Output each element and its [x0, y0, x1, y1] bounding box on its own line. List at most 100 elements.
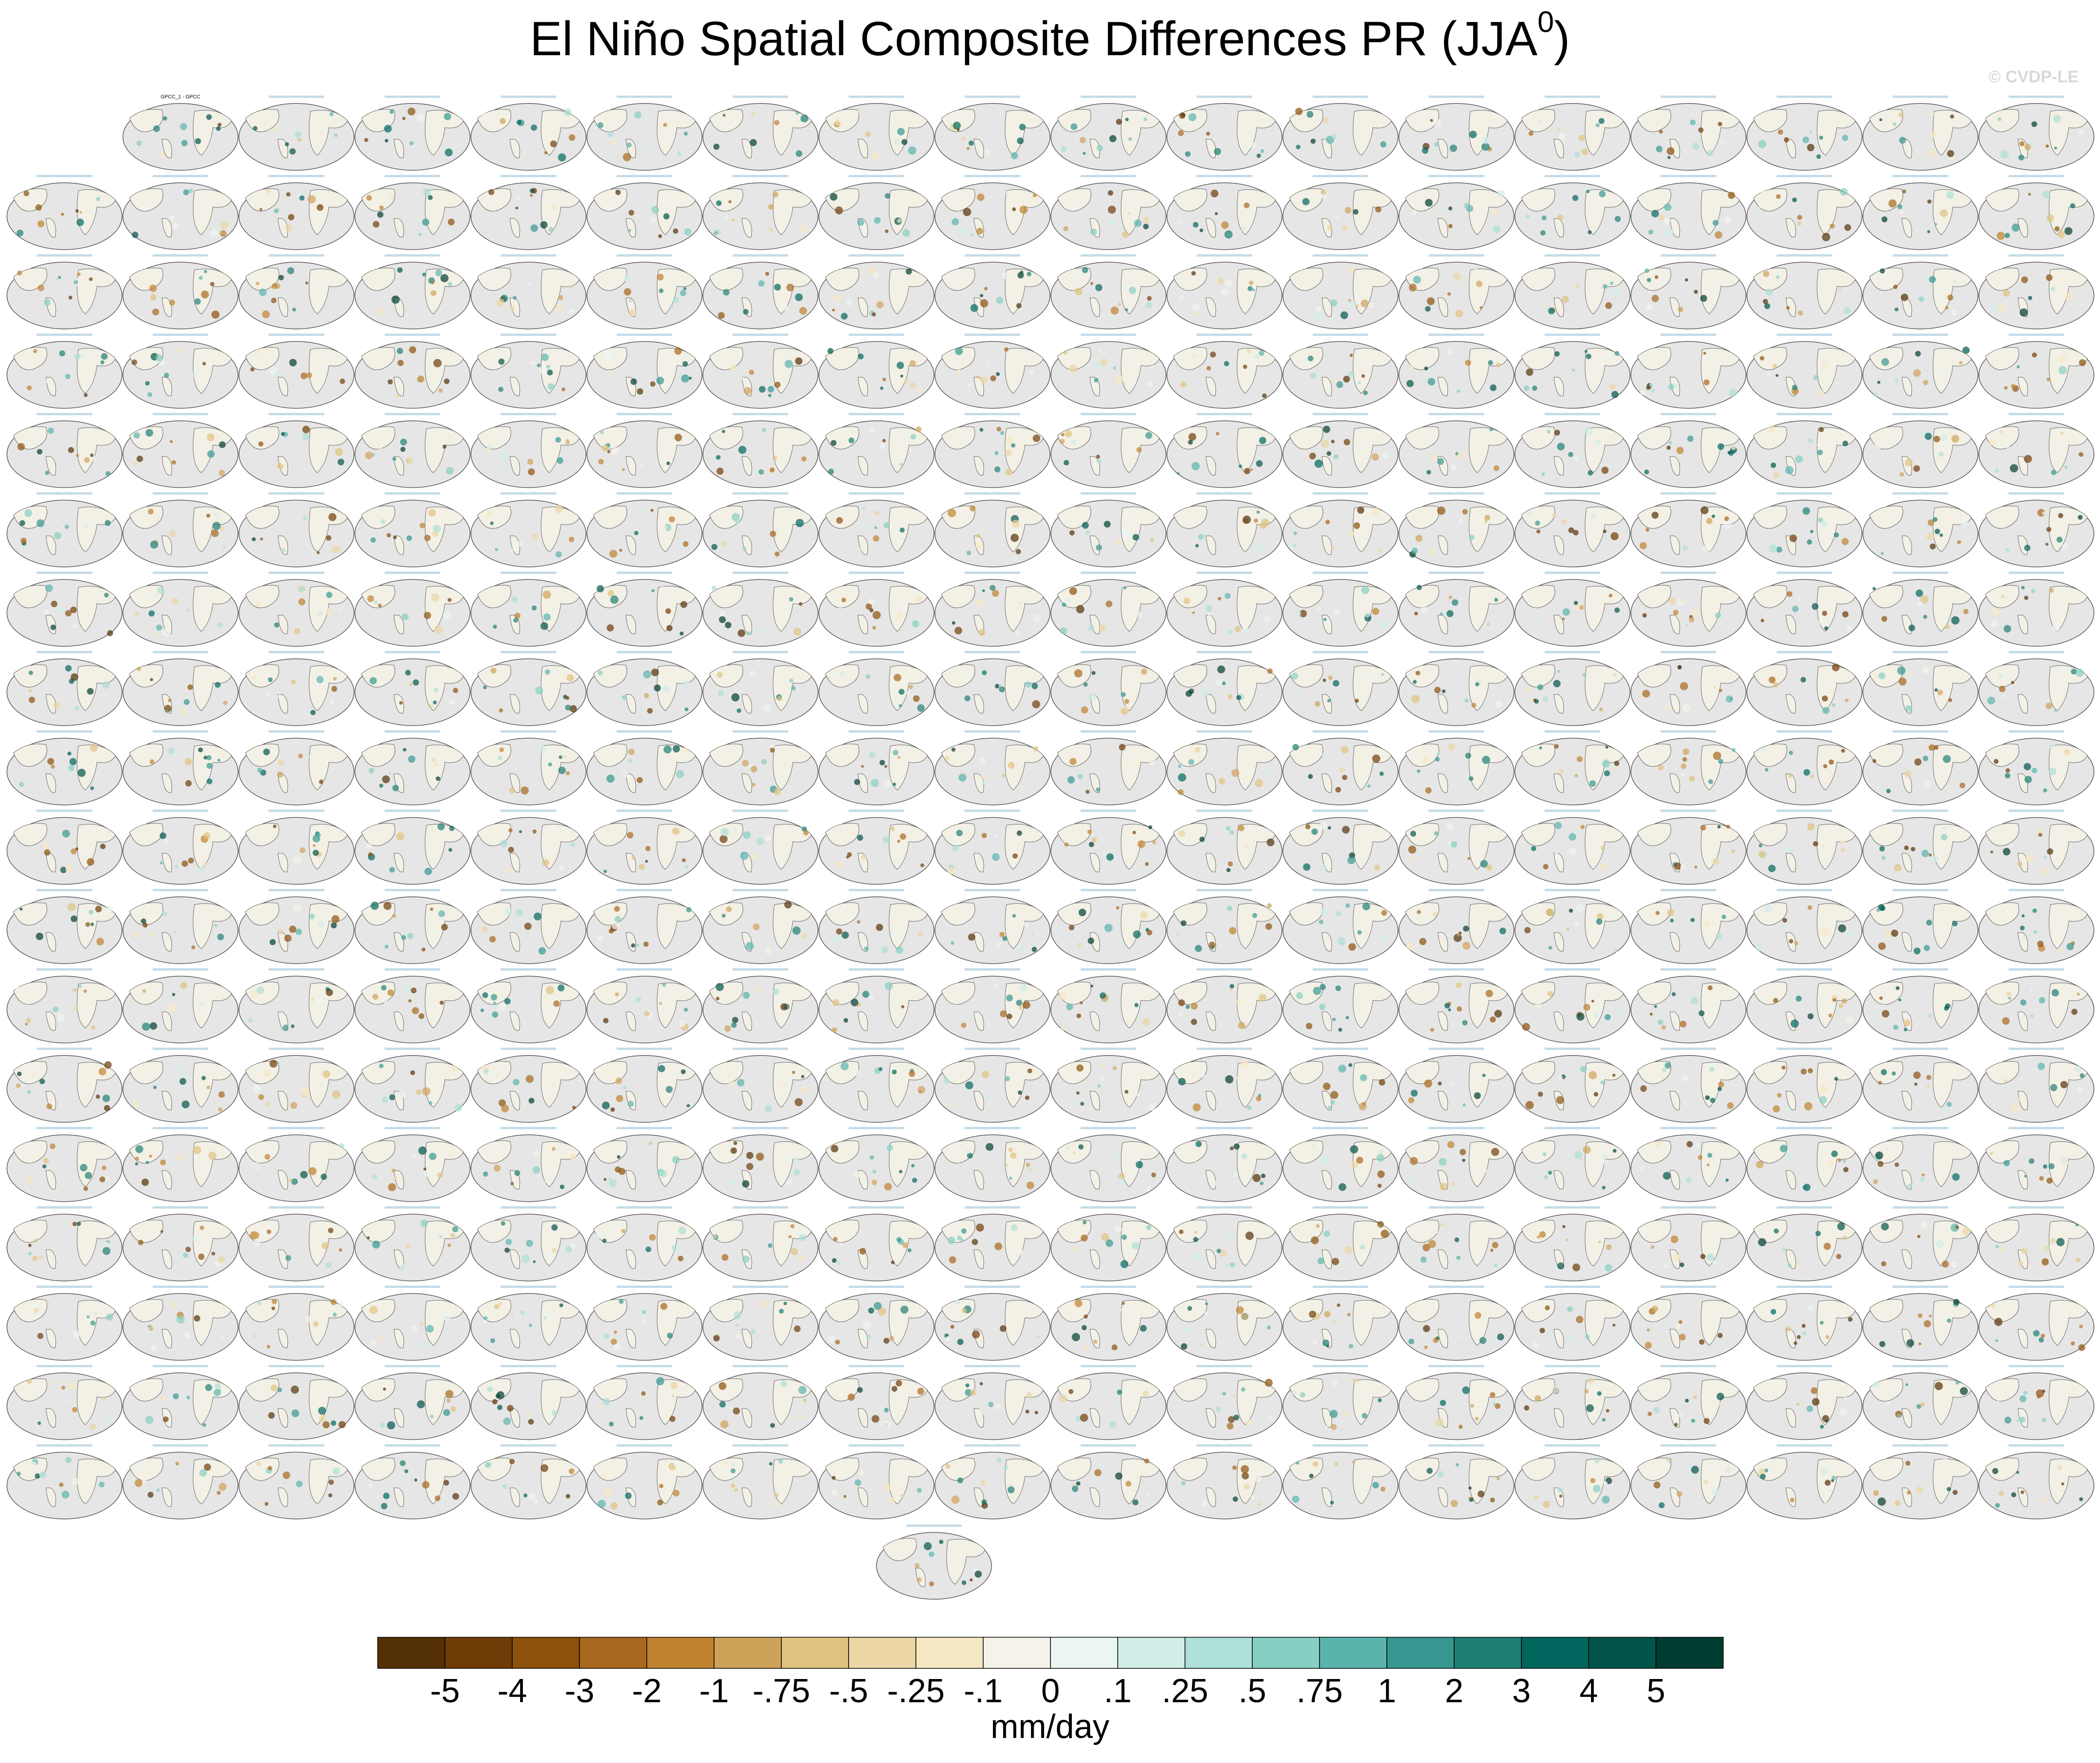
map-panel [586, 254, 702, 329]
anomaly-blob [734, 1488, 738, 1492]
anomaly-blob [1715, 612, 1721, 618]
map-panel [1282, 492, 1398, 567]
anomaly-blob [1016, 549, 1021, 554]
anomaly-blob [1648, 229, 1654, 235]
anomaly-blob [1676, 447, 1684, 454]
land [477, 823, 580, 872]
anomaly-blob [1558, 769, 1564, 775]
anomaly-blob [2058, 354, 2067, 363]
anomaly-blob [557, 984, 565, 991]
anomaly-blob [543, 1316, 547, 1319]
anomaly-blob [328, 1493, 333, 1498]
anomaly-blob [185, 758, 192, 766]
anomaly-blob [1345, 207, 1352, 214]
anomaly-blob [743, 386, 752, 395]
anomaly-blob [1446, 610, 1454, 618]
anomaly-blob [222, 545, 226, 549]
anomaly-blob [1017, 830, 1022, 836]
anomaly-blob [326, 989, 333, 996]
anomaly-blob [1333, 609, 1340, 616]
anomaly-blob [1253, 1473, 1262, 1482]
anomaly-blob [1323, 1230, 1330, 1237]
anomaly-blob [207, 433, 215, 441]
land [825, 585, 928, 634]
anomaly-blob [438, 388, 443, 393]
map-panel [1282, 889, 1398, 964]
anomaly-blob [320, 352, 324, 357]
anomaly-blob [162, 628, 171, 637]
anomaly-blob [1822, 611, 1828, 616]
anomaly-blob [1793, 1341, 1797, 1345]
anomaly-blob [446, 467, 454, 475]
land [1521, 347, 1624, 396]
anomaly-blob [407, 933, 413, 939]
anomaly-blob [1224, 593, 1231, 599]
anomaly-blob [160, 1159, 166, 1165]
anomaly-blob [81, 354, 85, 358]
anomaly-blob [1322, 678, 1327, 682]
map-panel [1862, 1286, 1978, 1361]
anomaly-blob [1843, 1396, 1847, 1400]
anomaly-blob [749, 369, 754, 375]
anomaly-blob [1083, 682, 1088, 687]
panel-title-placeholder [269, 492, 324, 495]
anomaly-blob [1354, 698, 1359, 703]
anomaly-blob [1082, 521, 1089, 529]
anomaly-blob [450, 1406, 456, 1412]
anomaly-blob [1078, 1144, 1084, 1150]
anomaly-blob [992, 590, 999, 597]
anomaly-blob [1346, 1016, 1349, 1019]
anomaly-blob [328, 513, 337, 521]
anomaly-blob [392, 785, 399, 791]
anomaly-blob [1006, 1013, 1012, 1019]
anomaly-blob [1771, 463, 1776, 468]
anomaly-blob [298, 753, 303, 759]
land [709, 743, 812, 793]
anomaly-blob [1464, 203, 1469, 208]
anomaly-blob [996, 372, 1000, 376]
anomaly-blob [1243, 202, 1250, 208]
anomaly-blob [788, 1235, 792, 1239]
anomaly-blob [501, 1094, 504, 1098]
land [1521, 188, 1624, 238]
anomaly-blob [419, 1013, 425, 1019]
anomaly-blob [73, 280, 78, 284]
anomaly-blob [285, 1255, 291, 1261]
anomaly-blob [1372, 507, 1380, 515]
anomaly-blob [381, 985, 387, 991]
land [825, 902, 928, 952]
anomaly-blob [682, 361, 688, 367]
anomaly-blob [1235, 1000, 1241, 1005]
anomaly-blob [505, 907, 513, 916]
anomaly-blob [1243, 515, 1251, 524]
panel-title-placeholder [1197, 413, 1252, 415]
anomaly-blob [282, 437, 285, 440]
anomaly-blob [1080, 1101, 1084, 1106]
colorbar-label: 2 [1445, 1673, 1463, 1710]
map-panel [238, 1286, 354, 1361]
anomaly-blob [448, 848, 452, 852]
anomaly-blob [1188, 433, 1197, 441]
anomaly-blob [961, 136, 966, 141]
anomaly-blob [1548, 946, 1552, 950]
anomaly-blob [1962, 347, 1970, 354]
anomaly-blob [1916, 1404, 1921, 1409]
anomaly-blob [746, 1163, 754, 1170]
anomaly-blob [1422, 1323, 1425, 1326]
panel-title-placeholder [153, 1048, 208, 1050]
map-panel [1630, 572, 1746, 647]
map-panel [1166, 254, 1282, 329]
anomaly-blob [857, 920, 860, 924]
anomaly-blob [1306, 111, 1314, 118]
anomaly-blob [1605, 302, 1612, 309]
anomaly-blob [540, 221, 548, 229]
colorbar-box [1185, 1637, 1253, 1669]
anomaly-blob [803, 1398, 807, 1403]
anomaly-blob [50, 1143, 56, 1149]
anomaly-blob [680, 601, 688, 608]
anomaly-blob [2058, 513, 2063, 518]
anomaly-blob [1776, 275, 1780, 279]
anomaly-blob [252, 676, 257, 680]
anomaly-blob [627, 759, 632, 764]
anomaly-blob [2028, 193, 2031, 196]
